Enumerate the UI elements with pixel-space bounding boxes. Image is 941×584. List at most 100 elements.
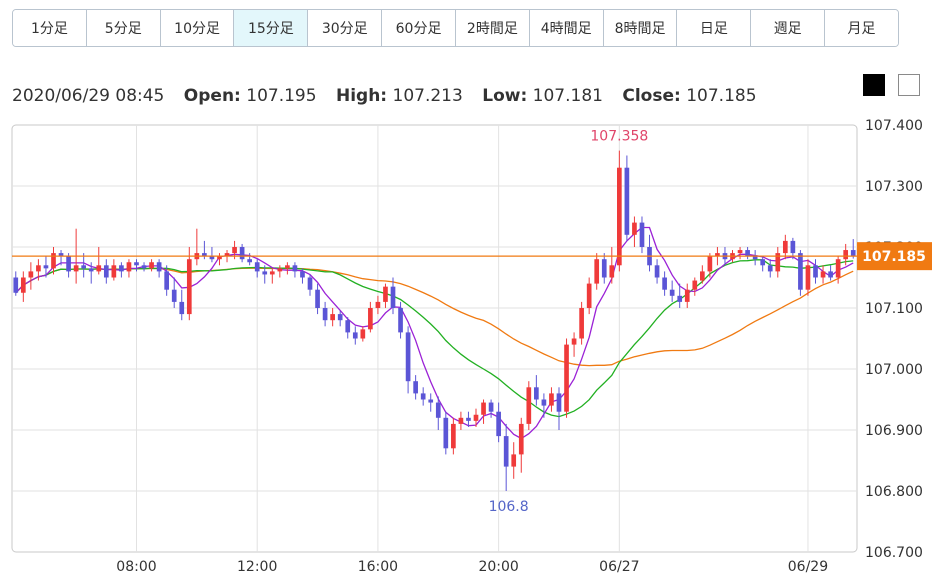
candle-body — [66, 256, 71, 272]
low-price-annotation: 106.8 — [489, 499, 529, 515]
candle-body — [292, 265, 298, 272]
candle-body — [141, 265, 147, 269]
tab-timeframe-12[interactable]: 月足 — [825, 10, 898, 46]
x-tick-label: 06/29 — [788, 559, 828, 575]
candle-body — [767, 265, 773, 272]
candle-body — [277, 268, 283, 272]
candle-body — [420, 393, 426, 400]
candle-body — [383, 286, 388, 302]
candle-body — [684, 289, 690, 302]
candle-body — [88, 268, 94, 272]
candle-body — [345, 320, 351, 333]
candle-body — [239, 247, 245, 260]
candle-body — [337, 314, 343, 321]
candle-body — [300, 271, 305, 278]
tab-timeframe-8[interactable]: 4時間足 — [529, 10, 604, 46]
candle-body — [534, 387, 539, 400]
candle-body — [126, 262, 132, 272]
tab-timeframe-4[interactable]: 15分足 — [234, 10, 309, 46]
candle-body — [466, 417, 471, 421]
candle-body — [58, 253, 64, 257]
candle-body — [111, 265, 117, 278]
tab-timeframe-1[interactable]: 1分足 — [13, 10, 87, 46]
candle-body — [451, 423, 456, 449]
candle-body — [707, 256, 713, 272]
tab-timeframe-5[interactable]: 30分足 — [308, 10, 383, 46]
candle-body — [609, 265, 615, 278]
candle-body — [526, 387, 532, 424]
candle-body — [458, 417, 464, 424]
candle-body — [375, 301, 381, 308]
candle-body — [330, 314, 335, 321]
candle-body — [752, 256, 758, 260]
candle-body — [443, 417, 449, 449]
candle-body — [601, 259, 607, 278]
candle-body — [73, 265, 79, 272]
candle-body — [360, 329, 366, 339]
tab-timeframe-2[interactable]: 5分足 — [86, 10, 161, 46]
tab-timeframe-7[interactable]: 2時間足 — [455, 10, 530, 46]
dark-theme-toggle[interactable] — [863, 74, 885, 96]
candle-body — [699, 271, 705, 281]
candle-body — [217, 256, 222, 260]
candle-body — [775, 253, 781, 272]
high-price-annotation: 107.358 — [590, 129, 648, 145]
candle-body — [692, 280, 698, 290]
tab-timeframe-10[interactable]: 日足 — [677, 10, 752, 46]
candle-body — [617, 167, 622, 266]
candle-body — [662, 277, 667, 290]
x-tick-label: 16:00 — [358, 559, 398, 575]
ohlc-high-label: High: — [335, 86, 388, 106]
candle-body — [549, 393, 554, 406]
candle-body — [594, 259, 600, 284]
candle-body — [224, 253, 230, 257]
current-price-badge — [857, 242, 932, 271]
candle-body — [254, 262, 260, 272]
candle-body — [179, 301, 185, 315]
candle-body — [488, 402, 494, 412]
candle-body — [232, 247, 237, 254]
candle-body — [156, 262, 162, 272]
tab-timeframe-9[interactable]: 8時間足 — [603, 10, 678, 46]
candle-body — [202, 253, 207, 257]
tab-timeframe-6[interactable]: 60分足 — [382, 10, 456, 46]
candle-body — [820, 271, 826, 278]
candle-body — [368, 308, 373, 330]
tab-timeframe-3[interactable]: 10分足 — [160, 10, 235, 46]
candle-body — [398, 308, 403, 333]
candle-body — [586, 283, 592, 308]
light-theme-toggle[interactable] — [898, 74, 920, 96]
candle-body — [51, 253, 56, 269]
candle-body — [322, 308, 328, 321]
candle-body — [541, 399, 547, 406]
candle-body — [828, 271, 833, 278]
candle-body — [119, 265, 124, 272]
candle-body — [571, 338, 577, 345]
timeframe-tabs: 1分足 5分足 10分足 15分足 30分足 60分足 2時間足 4時間足 8時間足 日足 週足 月足 — [12, 9, 899, 47]
candle-body — [435, 402, 441, 418]
candle-body — [269, 271, 275, 275]
x-tick-label: 12:00 — [237, 559, 277, 575]
candle-body — [715, 253, 720, 257]
candle-body — [186, 259, 192, 315]
x-tick-label: 20:00 — [478, 559, 518, 575]
x-tick-label: 08:00 — [116, 559, 156, 575]
candle-body — [405, 332, 411, 382]
tab-timeframe-11[interactable]: 週足 — [751, 10, 826, 46]
ohlc-close-label: Close: — [622, 86, 681, 106]
candle-body — [579, 308, 584, 339]
candle-body — [782, 240, 788, 254]
y-tick-label: 106.700 — [865, 545, 923, 561]
candle-body — [677, 295, 683, 302]
candle-body — [103, 265, 109, 278]
candle-body — [149, 262, 154, 269]
candle-body — [36, 265, 41, 272]
candle-body — [745, 250, 750, 257]
candle-body — [390, 286, 396, 308]
candle-body — [511, 454, 517, 467]
candle-body — [307, 277, 313, 290]
candle-body — [315, 289, 320, 308]
candle-body — [654, 265, 660, 278]
candle-body — [632, 222, 637, 235]
